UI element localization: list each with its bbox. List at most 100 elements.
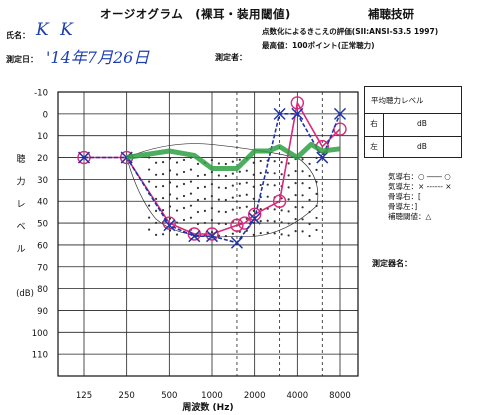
speech-dot <box>175 233 179 236</box>
audiogram-title: オージオグラム (裸耳・装用閾値) <box>100 7 291 21</box>
speech-dot <box>168 157 172 160</box>
x-tick-label: 4000 <box>287 391 309 401</box>
speech-dot <box>301 158 304 161</box>
speech-dot <box>210 158 213 162</box>
speech-dot <box>189 192 193 195</box>
speech-dot <box>182 182 186 186</box>
speech-dot <box>182 158 186 162</box>
speech-dot <box>238 182 241 185</box>
speech-dot <box>224 210 227 214</box>
speech-dot <box>182 170 186 174</box>
speech-dot <box>280 173 283 176</box>
speech-dot <box>161 185 165 188</box>
y-axis-label-char: 力 <box>16 176 25 188</box>
sii-note: 点数化によるきこえの評価(SII:ANSI-S3.5 1997) <box>262 27 439 36</box>
speech-dot <box>154 173 158 176</box>
speech-dot <box>301 218 304 221</box>
speech-dot <box>273 160 276 163</box>
speech-dot <box>224 174 227 178</box>
speech-dot <box>259 207 262 211</box>
speech-dot <box>231 184 234 187</box>
speech-dot <box>315 168 318 171</box>
speech-dot <box>161 160 165 164</box>
row-unit: dB <box>417 142 427 151</box>
speech-dot <box>161 173 165 176</box>
marker-circle-right <box>247 207 262 222</box>
marker-x-left <box>273 107 286 120</box>
marker-x-left <box>316 151 329 164</box>
speech-dot <box>175 185 179 188</box>
speech-dot <box>148 216 151 219</box>
speech-dot <box>196 174 200 178</box>
y-axis-label-char: レ <box>16 200 25 210</box>
speech-dot <box>280 233 283 236</box>
y-tick-label: 100 <box>32 329 48 339</box>
y-tick-label: 30 <box>37 176 48 186</box>
speech-dot <box>210 207 213 210</box>
speech-dot <box>175 173 179 176</box>
marker-circle-right <box>230 218 244 232</box>
y-axis-label-char: ベ <box>16 223 25 233</box>
measurer-label: 測定者： <box>215 53 247 62</box>
marker-circle-right <box>187 227 201 241</box>
speech-dot <box>224 186 227 190</box>
x-tick-label: 2000 <box>244 391 266 401</box>
speech-dot <box>175 209 179 212</box>
speech-dot <box>245 169 248 172</box>
speech-dot <box>161 233 165 236</box>
speech-dot <box>308 198 311 202</box>
speech-dot <box>148 168 151 171</box>
y-tick-label: 90 <box>37 307 48 317</box>
speech-dot <box>161 197 165 200</box>
y-tick-label: 40 <box>37 198 48 208</box>
speech-dot <box>273 184 276 187</box>
legend-aided: 補聴閾値：△ <box>388 212 432 221</box>
speech-dot <box>217 222 220 225</box>
speech-dot <box>308 174 311 178</box>
speech-dot <box>259 232 262 235</box>
patient-name: K K <box>36 20 76 40</box>
y-axis-unit: (dB) <box>16 289 34 299</box>
marker-x-left <box>230 236 243 249</box>
table-title: 平均聴力レベル <box>371 96 424 105</box>
speech-dot <box>280 209 283 212</box>
speech-dot <box>266 219 269 222</box>
speech-dot <box>315 228 318 232</box>
legend-right-air: 気導右：○ ―― ○ <box>388 172 451 181</box>
speech-dot <box>294 218 297 221</box>
speech-dot <box>231 208 234 211</box>
y-axis-label-char: ル <box>16 245 25 255</box>
table-row-right: 右 dB <box>365 113 461 137</box>
legend-right-bone: 骨導右：[ <box>388 192 421 201</box>
speech-dot <box>168 217 172 220</box>
marker-circle-right <box>162 216 177 230</box>
speech-dot <box>217 198 220 201</box>
speech-dot <box>294 230 297 233</box>
speech-dot <box>175 197 179 200</box>
speech-dot <box>196 222 200 226</box>
speech-dot <box>252 197 255 200</box>
speech-dot <box>280 161 283 164</box>
x-tick-label: 125 <box>76 391 92 401</box>
speech-dot <box>168 229 172 232</box>
speech-dot <box>280 197 283 200</box>
y-tick-label: 20 <box>37 154 48 164</box>
company-name: 補聴技研 <box>368 7 414 21</box>
speech-dot <box>224 198 227 202</box>
speech-dot <box>287 234 290 237</box>
y-tick-label: 0 <box>43 110 48 120</box>
speech-dot <box>154 233 158 236</box>
speech-dot <box>210 195 213 198</box>
speech-dot <box>252 209 255 212</box>
speech-dot <box>154 197 158 200</box>
speech-dot <box>154 185 158 188</box>
marker-x-left <box>77 151 91 164</box>
max-value-note: 最高値：100ポイント(正常聴力) <box>262 41 375 50</box>
device-label: 測定器名： <box>372 259 412 268</box>
speech-dot <box>301 182 304 185</box>
speech-dot <box>182 206 186 210</box>
speech-dot <box>238 206 241 209</box>
speech-dot <box>210 183 213 186</box>
speech-dot <box>203 209 207 213</box>
speech-dot <box>182 194 186 198</box>
